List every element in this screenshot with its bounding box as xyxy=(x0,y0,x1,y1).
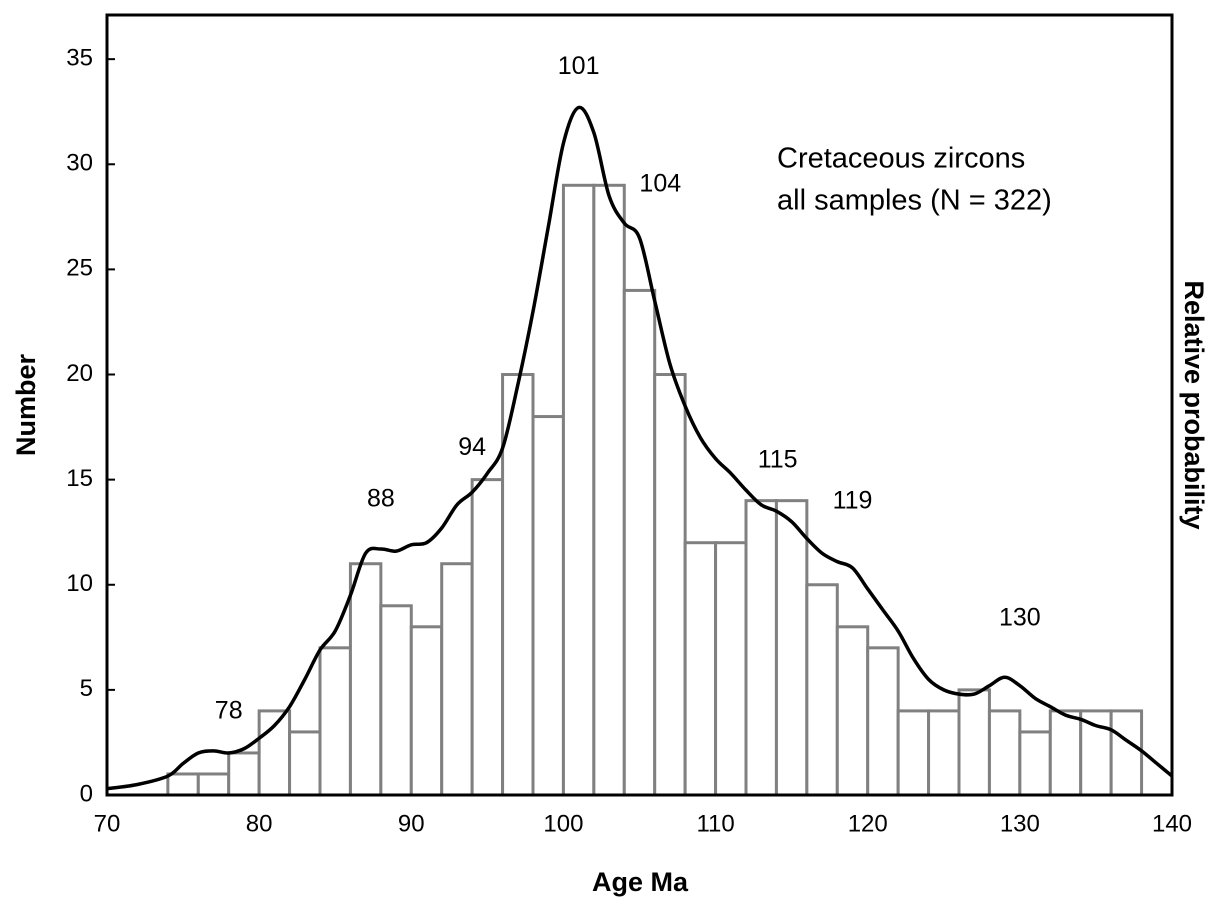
y-tick-label: 15 xyxy=(66,465,93,492)
histogram-bar xyxy=(348,562,383,797)
histogram-bar xyxy=(166,772,200,797)
y-tick-label: 10 xyxy=(66,570,93,597)
histogram-bar xyxy=(744,499,778,797)
x-tick-label: 120 xyxy=(848,810,888,837)
histogram-bar xyxy=(440,562,474,797)
annotation: Cretaceous zircons xyxy=(777,143,1025,175)
x-tick-label: 140 xyxy=(1152,810,1192,837)
histogram-bar xyxy=(288,730,322,797)
x-tick-label: 80 xyxy=(246,810,273,837)
y-tick-label: 20 xyxy=(66,360,93,387)
histogram-bar xyxy=(927,709,961,797)
probability-curve xyxy=(106,105,1174,791)
histogram-bar xyxy=(592,183,626,797)
histogram-bar xyxy=(957,688,991,797)
plot-frame xyxy=(105,13,1174,797)
histogram-bar xyxy=(683,541,718,797)
histogram-bar xyxy=(774,499,809,797)
histogram-bar xyxy=(379,604,413,797)
y2-axis-label: Relative probability xyxy=(1179,280,1209,529)
histogram-bar xyxy=(866,646,900,797)
histogram-bar xyxy=(805,583,839,797)
annotation: all samples (N = 322) xyxy=(777,185,1052,217)
histogram-bar xyxy=(653,373,687,797)
histogram-bar xyxy=(835,625,870,797)
peak-label: 119 xyxy=(833,487,873,515)
peak-label: 94 xyxy=(458,433,486,461)
histogram-bar xyxy=(196,772,231,797)
peak-label: 115 xyxy=(758,445,798,473)
histogram-bar xyxy=(561,183,596,797)
x-tick-label: 90 xyxy=(398,810,425,837)
y-axis-label: Number xyxy=(11,354,41,457)
histogram-bar xyxy=(409,625,444,797)
histogram-bar xyxy=(227,751,261,797)
histogram-bar xyxy=(1018,730,1052,797)
y-tick-label: 35 xyxy=(66,44,93,71)
histogram-bar xyxy=(1079,709,1113,797)
x-tick-label: 70 xyxy=(94,810,121,837)
y-tick-label: 25 xyxy=(66,255,93,282)
histogram-bar xyxy=(318,646,352,797)
histogram-bar xyxy=(470,478,505,797)
peak-label: 130 xyxy=(999,603,1041,631)
peak-label: 78 xyxy=(215,697,243,725)
x-axis-label: Age Ma xyxy=(592,867,689,897)
y-tick-label: 0 xyxy=(80,780,93,807)
histogram-bar xyxy=(622,288,657,797)
peak-label: 88 xyxy=(367,485,395,513)
histogram-bar xyxy=(714,541,748,797)
histogram-bar xyxy=(1048,709,1083,797)
histogram-bar xyxy=(531,415,565,797)
x-tick-label: 100 xyxy=(543,810,583,837)
x-tick-label: 130 xyxy=(1000,810,1040,837)
x-tick-label: 110 xyxy=(696,810,734,837)
peak-label: 101 xyxy=(558,52,600,80)
peak-label: 104 xyxy=(639,170,681,198)
y-tick-label: 5 xyxy=(80,675,93,702)
histogram-bar xyxy=(1109,709,1144,797)
histogram-bar xyxy=(896,709,931,797)
histogram-bar xyxy=(987,709,1022,797)
y-tick-label: 30 xyxy=(66,150,93,177)
